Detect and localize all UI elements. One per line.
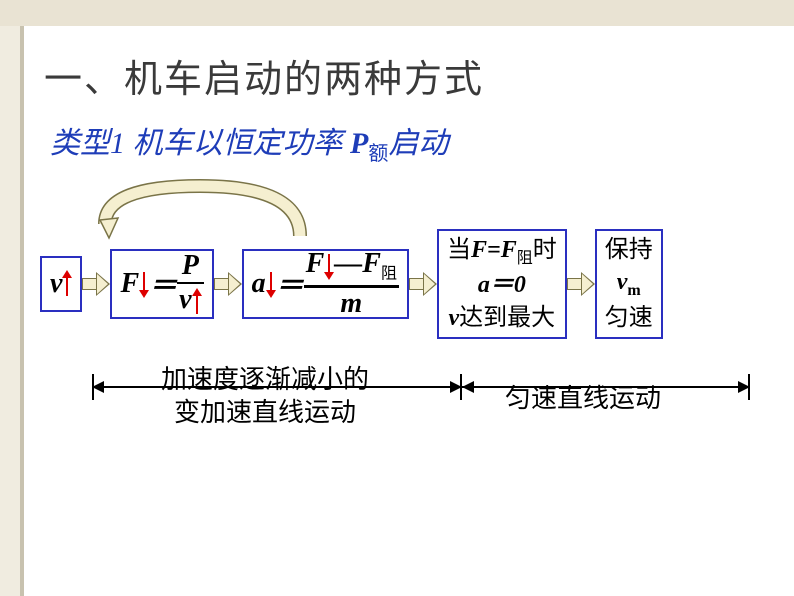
down-arrow-icon (324, 252, 334, 280)
arrow-icon (567, 272, 595, 296)
up-arrow-icon (62, 270, 72, 298)
main-title: 一、机车启动的两种方式 (44, 48, 484, 103)
box-result: 保持 vm 匀速 (595, 229, 663, 339)
box-condition: 当F=F阻时 a＝0 v达到最大 (437, 229, 567, 339)
numerator: F—F阻 (304, 248, 399, 285)
cond-line3: v达到最大 (449, 302, 556, 334)
denominator: v (177, 284, 203, 318)
box-v: v (40, 256, 82, 312)
cond-line1: 当F=F阻时 (447, 234, 557, 269)
cond-line2: a＝0 (478, 269, 526, 301)
denominator: m (338, 288, 364, 320)
subtitle-suffix: 启动 (388, 127, 448, 160)
down-arrow-icon (139, 270, 149, 298)
flow-row: v F ＝ P v a ＝ F—F阻 m 当F=F阻时 a＝0 v达到最大 (40, 224, 780, 344)
subtitle-prefix: 类型1 机车以恒定功率 (50, 127, 350, 160)
numerator: P (180, 250, 201, 282)
eq: ＝ (276, 264, 304, 304)
range-labels: 加速度逐渐减小的 变加速直线运动 匀速直线运动 (60, 356, 760, 446)
down-arrow-icon (266, 270, 276, 298)
var-a: a (252, 268, 266, 300)
arrow-icon (82, 272, 110, 296)
arrow-icon (409, 272, 437, 296)
label-phase2: 匀速直线运动 (468, 378, 698, 415)
left-shadow (20, 26, 24, 596)
res-line2: vm (617, 266, 641, 301)
left-stripe (0, 26, 20, 596)
var-F: F (120, 268, 139, 300)
subtitle-symbol: P (350, 127, 368, 160)
box-force: F ＝ P v (110, 249, 213, 319)
res-line3: 匀速 (605, 302, 653, 334)
subtitle: 类型1 机车以恒定功率 P额启动 (50, 118, 448, 166)
up-arrow-icon (192, 288, 202, 316)
tick (748, 374, 750, 400)
range-arrow-left-icon (92, 381, 104, 393)
top-stripe (0, 0, 794, 26)
label-phase1: 加速度逐渐减小的 变加速直线运动 (110, 364, 420, 429)
subtitle-sub: 额 (368, 143, 388, 165)
var-v: v (50, 268, 62, 300)
arrow-icon (214, 272, 242, 296)
fraction: P v (177, 250, 203, 318)
fraction: F—F阻 m (304, 248, 399, 319)
res-line1: 保持 (605, 234, 653, 266)
eq: ＝ (149, 264, 177, 304)
box-accel: a ＝ F—F阻 m (242, 249, 409, 319)
